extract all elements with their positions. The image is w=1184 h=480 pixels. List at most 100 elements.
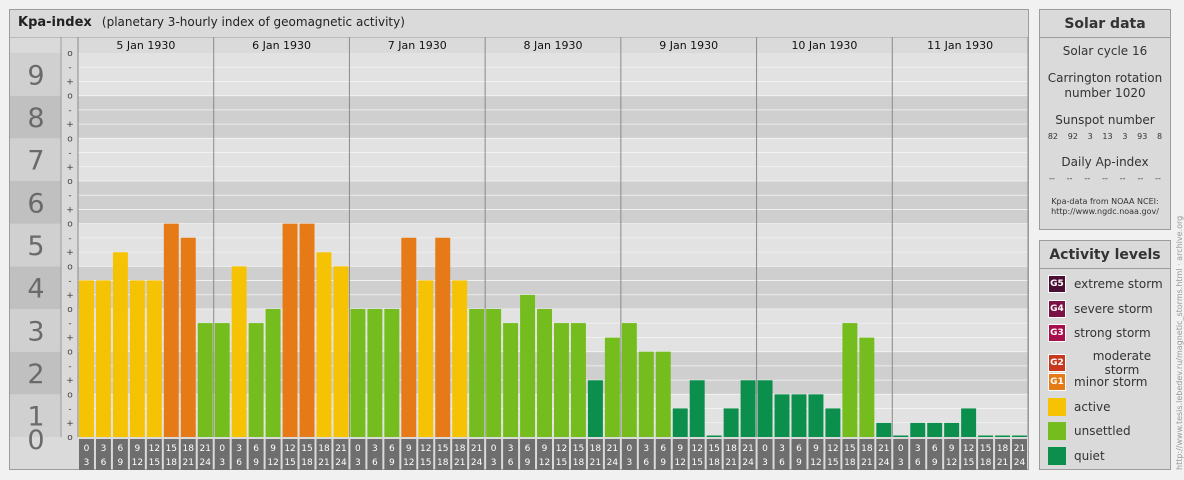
kp-bar [740, 380, 756, 437]
kp-band-4 [78, 223, 1028, 267]
kp-bar [537, 309, 552, 437]
interval-cell [672, 439, 688, 470]
activity-level-strong-storm: G3 strong storm [1048, 324, 1151, 342]
kp-sub-tick: + [66, 163, 74, 173]
interval-cell [910, 439, 926, 470]
kp-bar [587, 380, 603, 437]
kp-bar [112, 252, 128, 437]
interval-start-label: 21 [200, 444, 211, 454]
kp-band-5 [78, 181, 1028, 224]
interval-end-label: 18 [301, 458, 313, 468]
sunspot-value: 92 [1067, 132, 1078, 141]
kp-bar [469, 309, 485, 437]
interval-start-label: 6 [796, 444, 802, 454]
interval-end-label: 18 [166, 458, 178, 468]
interval-start-label: 3 [236, 444, 242, 454]
day-label: 8 Jan 1930 [524, 39, 583, 52]
interval-cell [452, 439, 468, 470]
interval-start-label: 12 [963, 444, 974, 454]
interval-end-label: 12 [946, 458, 957, 468]
kp-bar [299, 223, 315, 437]
kp-bar [350, 309, 366, 437]
interval-start-label: 0 [898, 444, 904, 454]
interval-end-label: 24 [878, 458, 890, 468]
interval-cell [893, 439, 909, 470]
sunspot-value: 8 [1157, 132, 1163, 141]
interval-end-label: 6 [915, 458, 921, 468]
kp-level-label: 0 [27, 425, 44, 456]
interval-start-label: 3 [101, 444, 107, 454]
level-label: unsettled [1074, 424, 1131, 438]
data-source-line-1: Kpa-data from NOAA NCEI: [1051, 197, 1159, 206]
kp-bar [808, 394, 824, 437]
interval-cell [282, 439, 298, 470]
interval-end-label: 3 [219, 458, 225, 468]
interval-end-label: 6 [101, 458, 107, 468]
interval-cell [587, 439, 603, 470]
kp-sub-tick: o [67, 348, 73, 358]
interval-start-label: 18 [454, 444, 466, 454]
kp-bar [265, 309, 281, 437]
kp-sub-tick: o [67, 390, 73, 400]
interval-start-label: 3 [915, 444, 921, 454]
interval-cell [469, 439, 485, 470]
interval-cell [112, 439, 128, 470]
level-label: active [1074, 399, 1111, 414]
interval-end-label: 18 [980, 458, 992, 468]
level-swatch: G4 [1048, 299, 1066, 318]
sunspot-value: 3 [1087, 132, 1093, 141]
interval-start-label: 0 [491, 444, 497, 454]
kp-sub-tick: - [68, 405, 71, 415]
kp-bar [231, 266, 247, 437]
interval-end-label: 15 [556, 458, 567, 468]
level-swatch [1048, 446, 1066, 465]
carrington-line-1: Carrington rotation [1047, 71, 1163, 85]
interval-start-label: 0 [626, 444, 632, 454]
interval-start-label: 12 [556, 444, 567, 454]
interval-start-label: 6 [932, 444, 938, 454]
kp-sub-tick: + [66, 291, 74, 301]
kp-sub-tick: - [68, 106, 71, 116]
kp-sub-tick: - [68, 319, 71, 329]
kp-sub-tick: - [68, 234, 71, 244]
interval-end-label: 24 [471, 458, 483, 468]
interval-end-label: 3 [84, 458, 90, 468]
interval-end-label: 9 [389, 458, 395, 468]
interval-cell [316, 439, 332, 470]
ap-value: -- [1102, 174, 1108, 183]
ap-value: -- [1155, 174, 1161, 183]
interval-cell [248, 439, 264, 470]
kp-band-8 [78, 53, 1028, 96]
interval-end-label: 15 [149, 458, 160, 468]
kp-chart-panel: Kpa-index (planetary 3-hourly index of g… [9, 9, 1029, 470]
interval-end-label: 21 [318, 458, 329, 468]
kp-bar [418, 280, 434, 437]
day-label: 7 Jan 1930 [388, 39, 447, 52]
interval-start-label: 12 [284, 444, 295, 454]
interval-cell [265, 439, 281, 470]
interval-cell [604, 439, 620, 470]
interval-cell [503, 439, 519, 470]
interval-start-label: 18 [725, 444, 737, 454]
kp-label-band-5 [10, 181, 61, 224]
interval-start-label: 3 [508, 444, 514, 454]
ap-value: -- [1137, 174, 1144, 183]
interval-start-label: 0 [355, 444, 361, 454]
kp-bar [757, 380, 773, 437]
level-swatch [1048, 397, 1066, 416]
interval-cell [367, 439, 383, 470]
interval-start-label: 21 [335, 444, 346, 454]
interval-end-label: 24 [607, 458, 619, 468]
activity-level-minor-storm: G1 minor storm [1048, 373, 1147, 391]
interval-end-label: 15 [827, 458, 838, 468]
kp-bar [435, 237, 451, 437]
level-swatch: G1 [1048, 373, 1066, 391]
interval-end-label: 18 [844, 458, 856, 468]
activity-levels-title: Activity levels [1040, 241, 1170, 269]
ap-index-title: Daily Ap-index [1061, 155, 1149, 169]
interval-cell [689, 439, 705, 470]
kp-band-3 [78, 266, 1028, 309]
kp-sub-tick: + [66, 333, 74, 343]
level-label: severe storm [1074, 301, 1153, 316]
interval-cell [401, 439, 417, 470]
